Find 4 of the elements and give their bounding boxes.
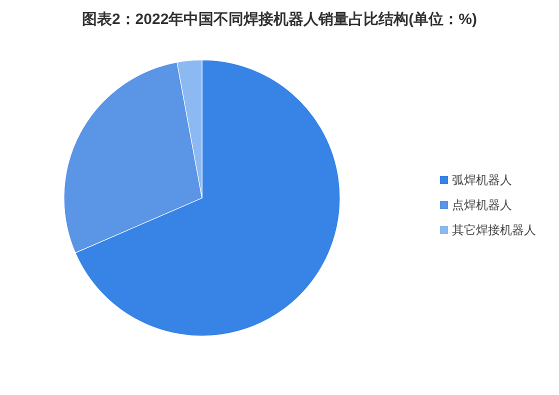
legend-label: 弧焊机器人 (452, 173, 512, 187)
legend-label: 点焊机器人 (452, 198, 512, 212)
chart-title: 图表2：2022年中国不同焊接机器人销量占比结构(单位：%) (82, 11, 478, 28)
legend-label: 其它焊接机器人 (452, 223, 536, 237)
